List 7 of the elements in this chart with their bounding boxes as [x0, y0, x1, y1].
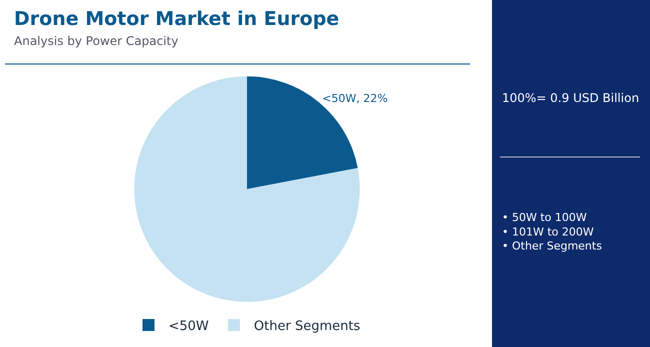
chart-subtitle: Analysis by Power Capacity	[14, 34, 178, 48]
data-label: <50W, 22%	[322, 92, 388, 105]
chart-title: Drone Motor Market in Europe	[14, 8, 340, 30]
text: 100%= 0.9 USD Billion	[502, 91, 640, 105]
legend-label: <50W	[168, 319, 209, 334]
text: • 50W to 100W • 101W to 200W • Other Segments	[502, 211, 602, 253]
legend-label: Other Segments	[254, 319, 360, 334]
